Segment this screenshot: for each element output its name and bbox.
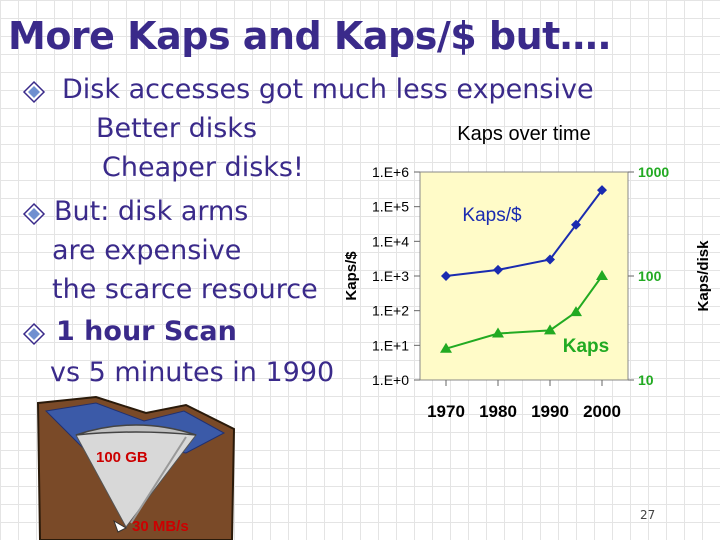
kaps-point <box>440 342 452 353</box>
x-tick-label: 1970 <box>427 402 465 421</box>
bullet-diamond-icon <box>22 80 46 104</box>
left-tick-label: 1.E+1 <box>372 337 409 353</box>
sub-line: Better disks <box>96 113 258 144</box>
bullet-text-cont: vs 5 minutes in 1990 <box>50 357 335 388</box>
x-tick-label: 1990 <box>531 402 569 421</box>
cone-shadow-line <box>130 436 187 524</box>
page-number: 27 <box>640 508 656 522</box>
bullet-text-cont: are expensive <box>52 235 242 266</box>
right-tick-label: 10 <box>638 372 654 388</box>
right-axis-ticks: 10 100 1000 <box>628 164 669 388</box>
kaps-per-dollar-point <box>597 185 607 196</box>
left-tick-label: 1.E+2 <box>372 303 409 319</box>
bullet-diamond-icon <box>22 322 46 346</box>
flow-arrow <box>113 519 128 533</box>
series-label-kaps: Kaps <box>563 336 609 357</box>
bullet-text-cont: the scarce resource <box>52 274 318 305</box>
series-label-kaps-per-dollar: Kaps/$ <box>462 205 522 226</box>
right-tick-label: 100 <box>638 268 662 284</box>
slide-title: More Kaps and Kaps/$ but…. <box>8 14 612 58</box>
disk-scan-diagram: 100 GB 30 MB/s <box>36 395 236 540</box>
kaps-point <box>570 306 582 317</box>
chart-title: Kaps over time <box>457 123 590 145</box>
left-tick-label: 1.E+4 <box>372 233 409 249</box>
kaps-over-time-chart: Kaps over time Kaps/$ Kaps/disk 1.E+01.E… <box>343 123 712 421</box>
kaps-point <box>492 327 504 338</box>
kaps-per-dollar-point <box>493 264 503 275</box>
right-tick-label: 1000 <box>638 164 669 180</box>
series-layer <box>440 185 608 353</box>
kaps-per-dollar-point <box>441 271 451 281</box>
sub-line: Cheaper disks! <box>102 152 304 183</box>
kaps-per-dollar-point <box>571 219 581 230</box>
bullet-text: Disk accesses got much less expensive <box>62 74 594 105</box>
cone-rim-shape <box>75 424 197 436</box>
bullet-text: But: disk arms <box>54 196 249 227</box>
left-tick-label: 1.E+6 <box>372 164 409 180</box>
x-tick-label: 2000 <box>583 402 621 421</box>
left-tick-label: 1.E+0 <box>372 372 409 388</box>
x-tick-label: 1980 <box>479 402 517 421</box>
left-tick-label: 1.E+3 <box>372 268 409 284</box>
left-axis-label: Kaps/$ <box>343 251 360 301</box>
bullet-diamond-icon <box>22 202 46 226</box>
left-tick-label: 1.E+5 <box>372 199 409 215</box>
kaps-point <box>596 270 608 280</box>
rate-label: 30 MB/s <box>132 518 189 535</box>
x-axis-ticks: 1970 1980 1990 2000 <box>427 380 621 421</box>
left-axis-ticks: 1.E+0 1.E+1 1.E+2 1.E+3 1.E+4 1.E+5 1.E+6 <box>372 164 420 388</box>
capacity-label: 100 GB <box>96 449 148 466</box>
bullet-text-bold: 1 hour Scan <box>56 316 237 347</box>
right-axis-label: Kaps/disk <box>695 240 712 312</box>
kaps-point <box>544 324 556 335</box>
